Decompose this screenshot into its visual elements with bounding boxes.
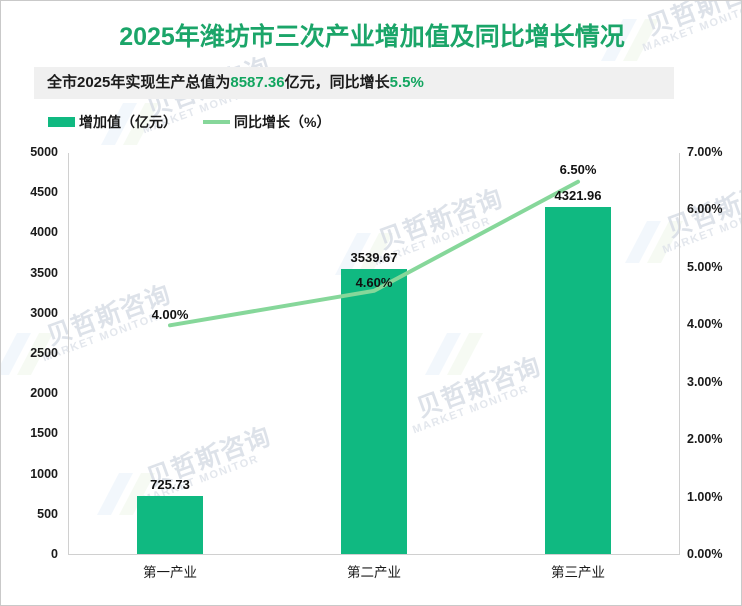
x-axis-tick-2: 第二产业: [347, 565, 401, 580]
bar-value-label: 3539.67: [350, 250, 398, 266]
y-axis-right-tick: 6.00%: [687, 202, 723, 217]
y-axis-right-tick: 0.00%: [687, 547, 723, 561]
chart-legend: 增加值（亿元） 同比增长（%）: [48, 112, 330, 132]
y-axis-left-tick: 1000: [30, 466, 58, 481]
y-axis-left-tick: 2500: [30, 346, 58, 360]
bar-2[interactable]: [341, 269, 407, 554]
y-axis-left-tick: 5000: [30, 145, 58, 159]
y-axis-right-tick: 5.00%: [687, 259, 723, 274]
y-axis-right-tick: 3.00%: [687, 374, 723, 389]
y-axis-left-tick: 1500: [30, 426, 58, 441]
y-axis-left-line: [68, 153, 69, 555]
legend-item-bar[interactable]: 增加值（亿元）: [48, 112, 177, 132]
subtitle: 全市2025年实现生产总值为8587.36亿元，同比增长5.5%: [47, 67, 424, 99]
y-axis-left-tick: 2000: [30, 386, 58, 401]
growth-line-path: [168, 179, 580, 328]
subtitle-gdp-value: 8587.36: [230, 74, 285, 91]
y-axis-left-tick: 500: [37, 506, 58, 521]
growth-value-label: 4.00%: [151, 307, 189, 323]
chart-title: 2025年潍坊市三次产业增加值及同比增长情况: [119, 23, 625, 51]
growth-value-label: 4.60%: [355, 274, 393, 290]
y-axis-right-tick: 2.00%: [687, 432, 723, 447]
legend-label-bar: 增加值（亿元）: [79, 114, 177, 130]
y-axis-right-tick: 7.00%: [687, 145, 723, 159]
growth-line-series: [168, 179, 580, 328]
y-axis-left-tick: 3500: [30, 265, 58, 280]
subtitle-middle: 亿元，同比增长: [284, 74, 390, 91]
legend-item-line[interactable]: 同比增长（%）: [203, 112, 330, 132]
y-axis-left-tick: 3000: [30, 305, 58, 320]
subtitle-background: [34, 67, 674, 99]
legend-bar-swatch-icon: [48, 117, 75, 127]
y-axis-left-tick: 4000: [30, 225, 58, 240]
bar-value-label: 725.73: [150, 476, 190, 492]
subtitle-prefix: 全市2025年实现生产总值为: [47, 74, 231, 91]
subtitle-growth-value: 5.5%: [389, 74, 424, 91]
plot-area: [68, 153, 680, 555]
y-axis-right-tick: 4.00%: [687, 317, 723, 332]
x-axis-line: [68, 554, 680, 555]
x-axis-tick-1: 第一产业: [143, 565, 197, 580]
y-axis-right-tick: 1.00%: [687, 489, 723, 504]
legend-label-line: 同比增长（%）: [234, 114, 331, 130]
bar-3[interactable]: [545, 206, 611, 554]
x-axis-tick-3: 第三产业: [551, 565, 605, 580]
bar-value-label: 4321.96: [554, 187, 602, 203]
growth-value-label: 6.50%: [559, 161, 597, 177]
y-axis-left-tick: 4500: [30, 185, 58, 200]
legend-line-swatch-icon: [203, 120, 230, 124]
y-axis-left-tick: 0: [51, 547, 58, 561]
y-axis-right-line: [679, 153, 680, 555]
